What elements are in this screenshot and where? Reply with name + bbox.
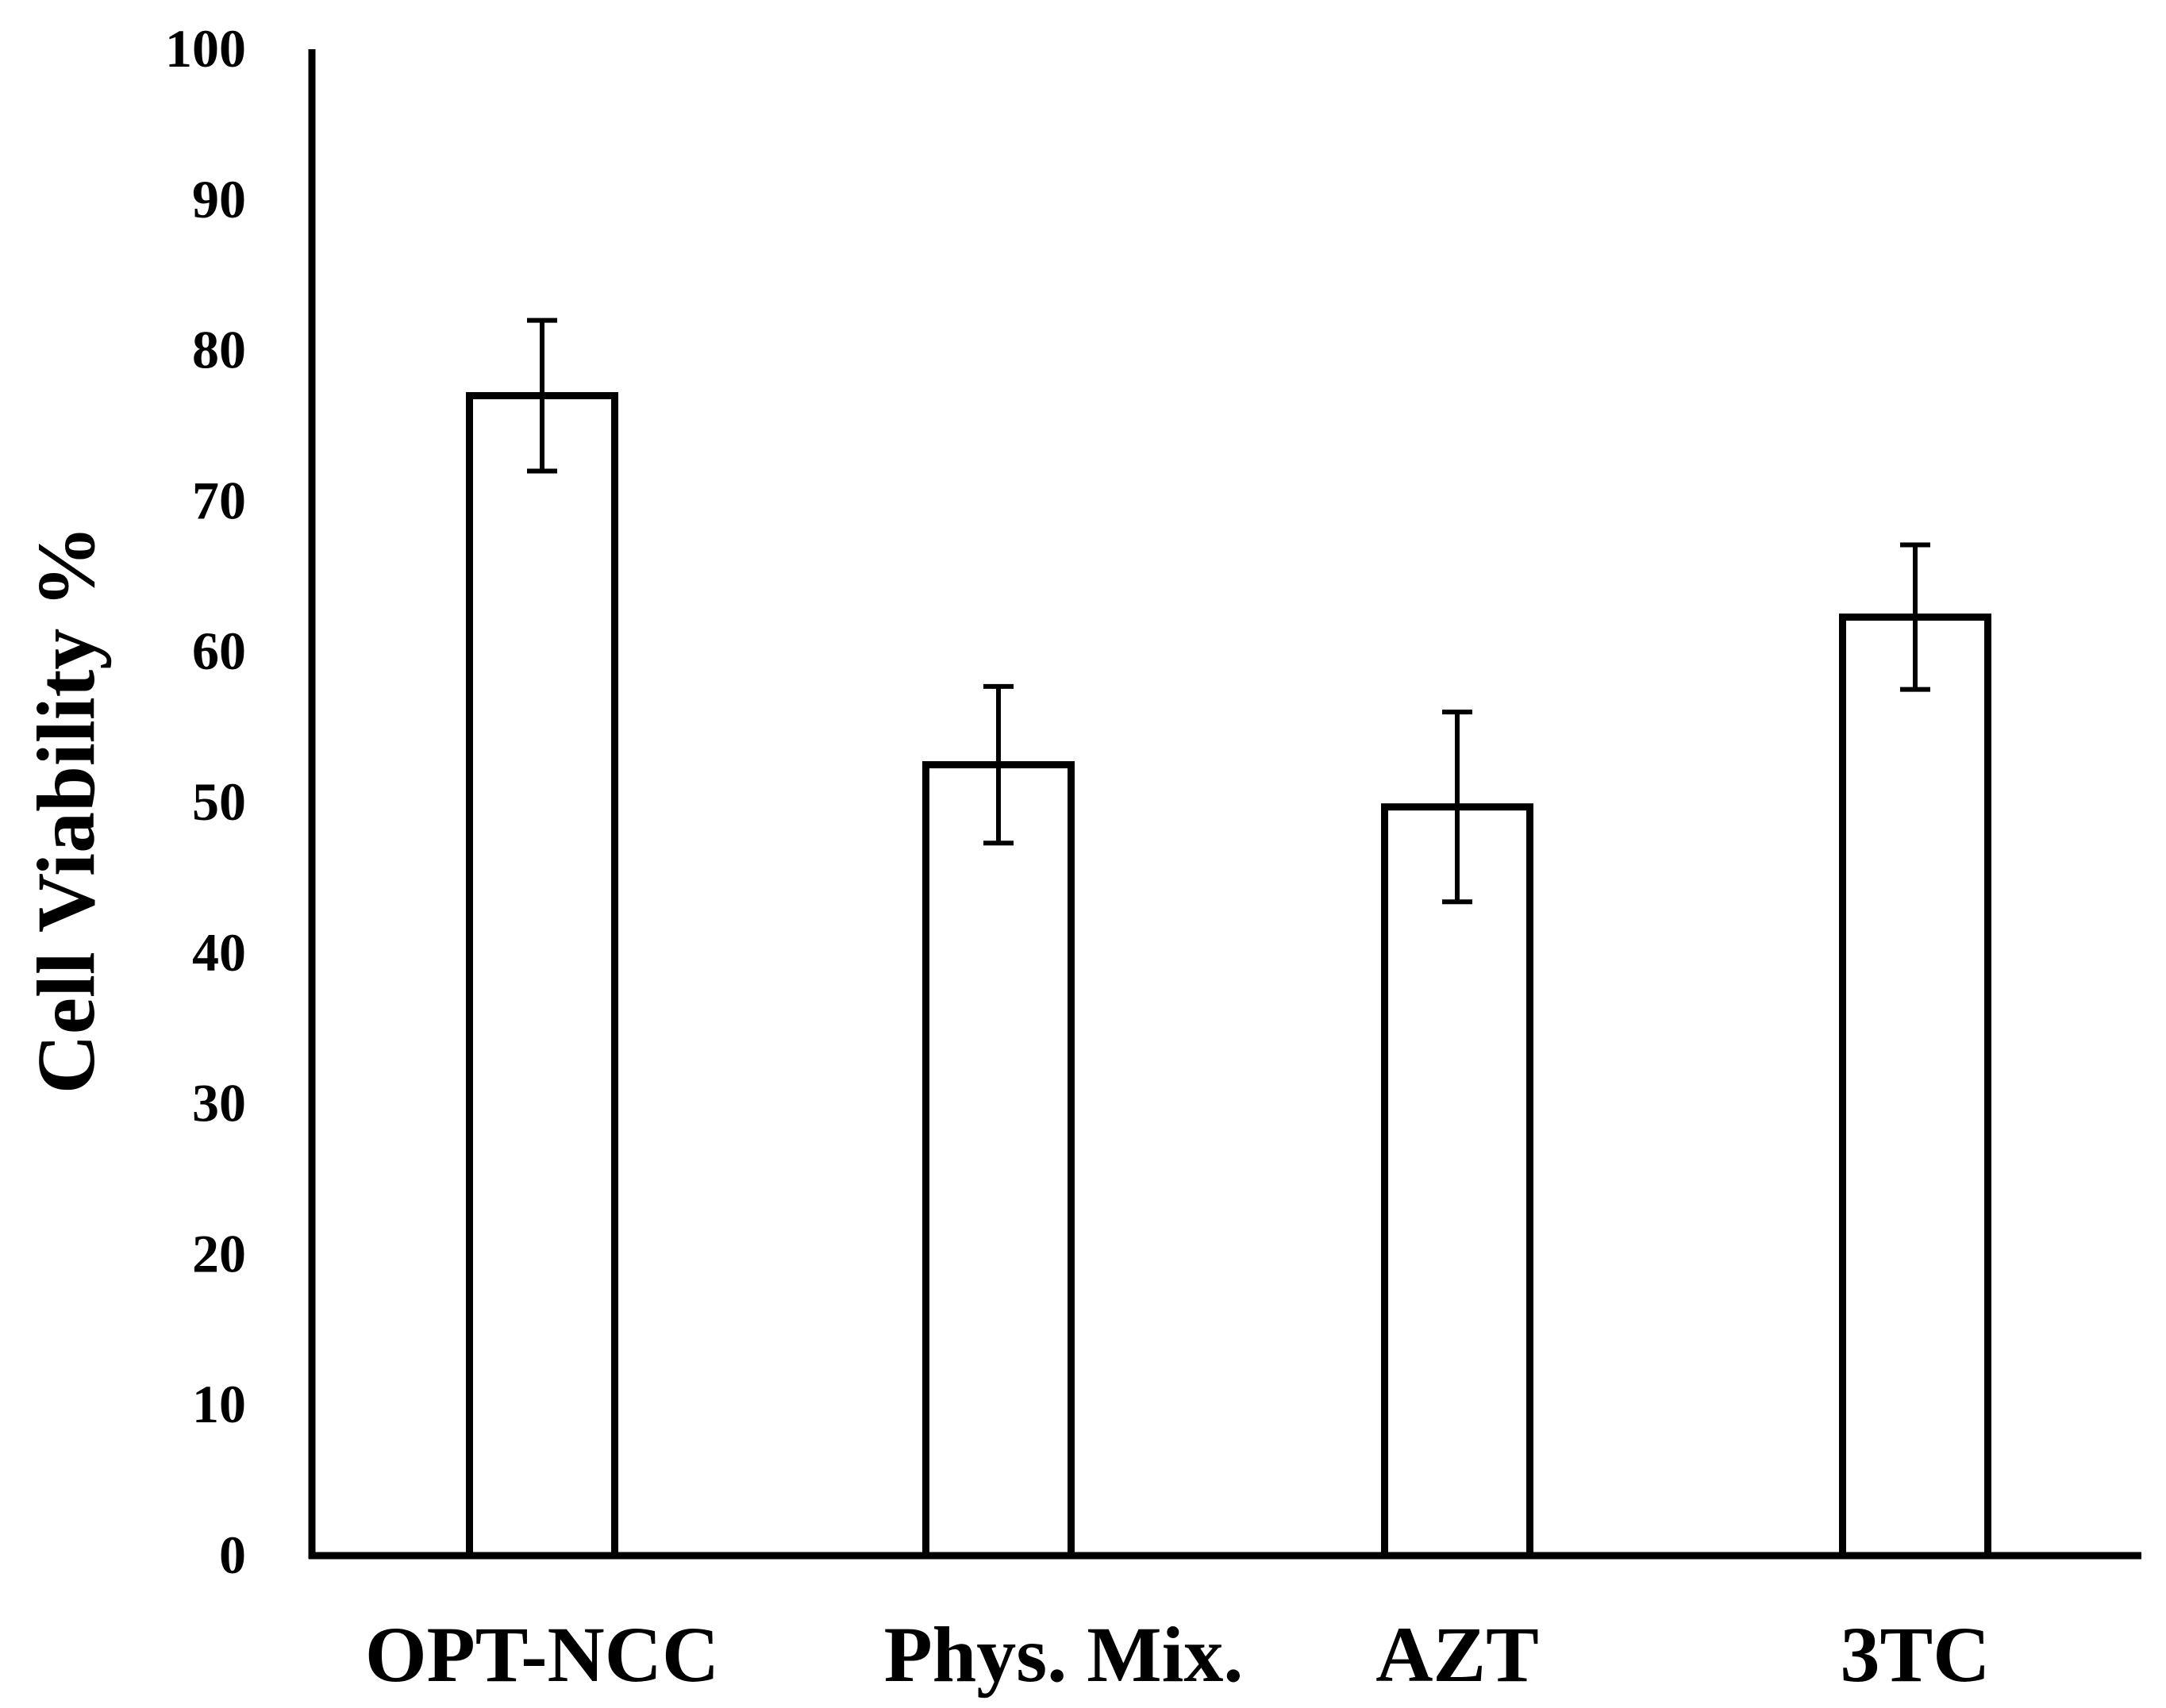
y-tick-label: 80 xyxy=(192,320,246,380)
bars-group xyxy=(466,392,1991,1560)
bar-opt-ncc xyxy=(466,392,618,1560)
bar-azt xyxy=(1381,803,1533,1560)
x-category-label: Phys. Mix. xyxy=(884,1610,1244,1698)
y-tick-label: 10 xyxy=(192,1374,246,1434)
error-bars-group xyxy=(527,317,1930,905)
bar-3tc xyxy=(1839,614,1991,1560)
y-tick-label: 60 xyxy=(192,621,246,681)
error-bar xyxy=(527,317,557,474)
x-category-label: 3TC xyxy=(1841,1610,1991,1698)
y-tick-label: 40 xyxy=(192,922,246,983)
x-category-label: AZT xyxy=(1375,1610,1539,1698)
y-tick-label: 50 xyxy=(192,771,246,832)
y-tick-label: 90 xyxy=(192,169,246,229)
y-tick-label: 30 xyxy=(192,1073,246,1133)
y-axis-title: Cell Viability % xyxy=(21,525,112,1094)
bar-phys-mix xyxy=(922,761,1075,1560)
y-tick-label: 70 xyxy=(192,470,246,530)
x-category-label: OPT-NCC xyxy=(365,1610,719,1698)
error-bar xyxy=(1442,710,1472,905)
error-bar xyxy=(983,683,1014,846)
y-tick-label: 0 xyxy=(219,1525,246,1585)
y-tick-label: 20 xyxy=(192,1223,246,1283)
y-axis-ticks: 0 10 20 30 40 50 60 70 80 90 100 xyxy=(165,18,246,1585)
error-bar xyxy=(1900,542,1930,692)
x-axis-categories: OPT-NCC Phys. Mix. AZT 3TC xyxy=(365,1610,1991,1698)
y-tick-label: 100 xyxy=(165,18,246,79)
